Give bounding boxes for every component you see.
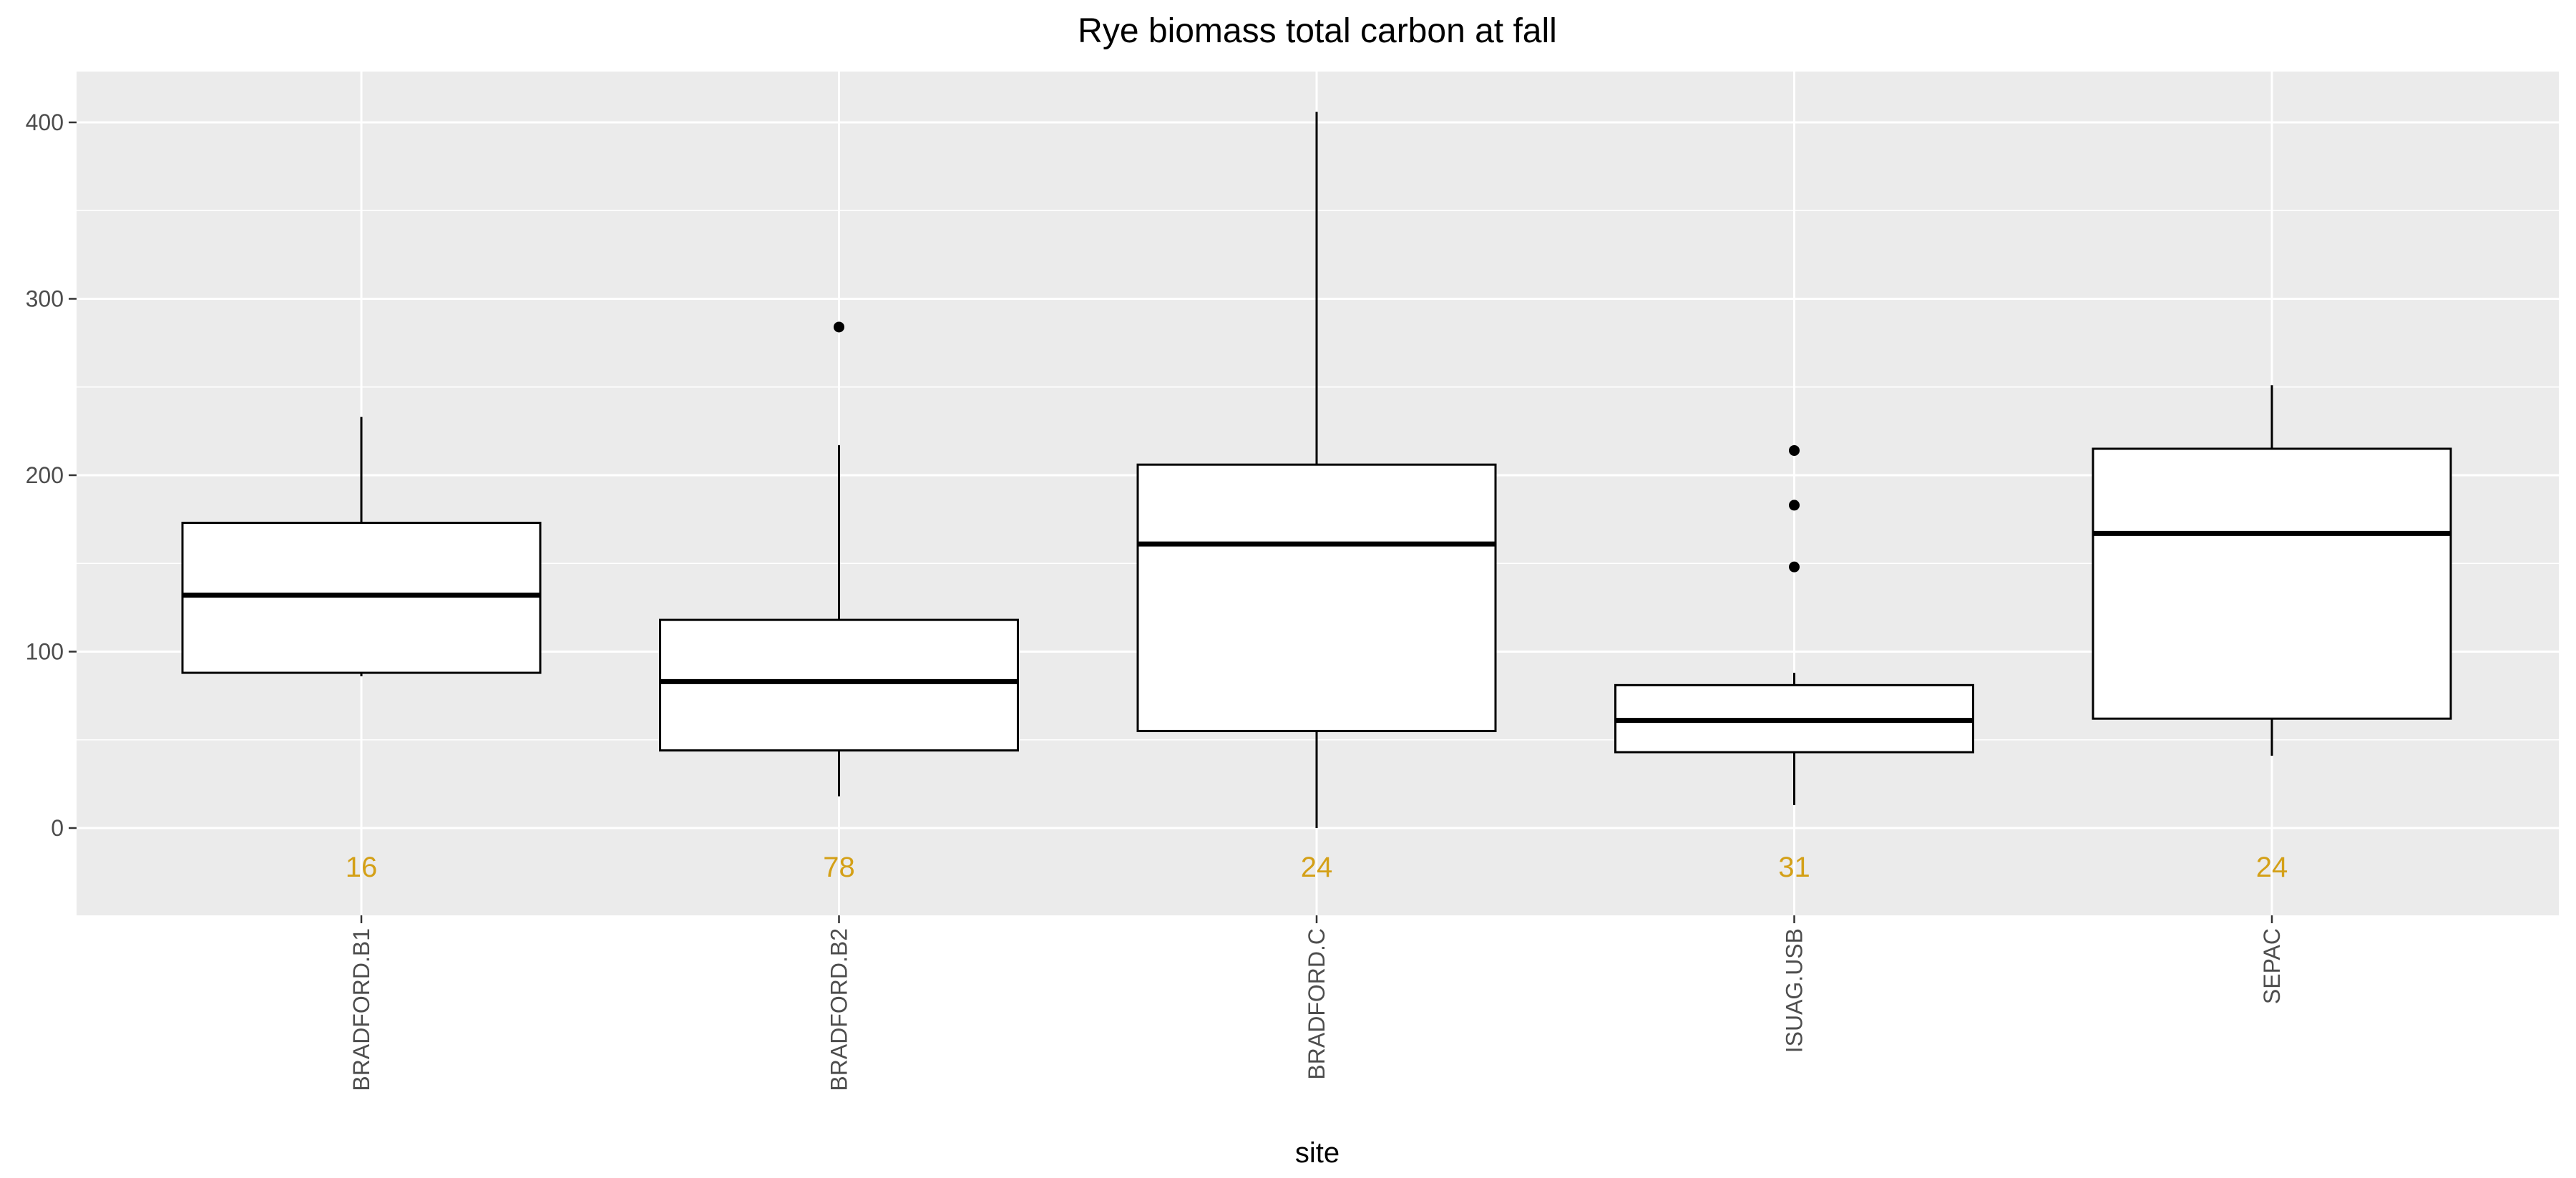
x-tick-label: BRADFORD.B2 [826,928,852,1091]
x-axis-title: site [1295,1137,1340,1169]
x-tick-label: BRADFORD.B1 [348,928,374,1091]
y-tick-label: 400 [26,109,64,135]
outlier-point [1789,561,1800,573]
y-tick-label: 200 [26,462,64,488]
box-iqr [659,618,1019,752]
box-bradford-b2 [659,321,1019,797]
x-axis: BRADFORD.B1 BRADFORD.B2 BRADFORD.C ISUAG.US… [348,915,2285,1091]
count-label: 78 [823,852,855,883]
outlier-point [1789,500,1800,511]
count-label: 24 [2256,852,2288,883]
y-tick-label: 100 [26,639,64,665]
box-iqr [2092,447,2452,720]
count-label: 24 [1301,852,1333,883]
box-isuag-usb [1614,444,1974,805]
y-tick-label: 0 [51,815,64,841]
box-layer [181,112,2452,828]
outlier-point [1789,444,1800,456]
box-bradford-b1 [181,417,542,677]
box-bradford-c [1136,112,1497,828]
outlier-point [834,321,844,333]
y-axis: 0 100 200 300 400 [26,109,77,841]
y-tick-label: 300 [26,286,64,312]
box-sepac [2092,385,2452,756]
box-iqr [181,522,542,674]
count-label: 31 [1778,852,1810,883]
box-iqr [1136,463,1497,732]
count-label: 16 [346,852,378,883]
chart-title: Rye biomass total carbon at fall [1078,12,1557,50]
count-labels: 16 78 24 31 24 [346,852,2288,883]
x-tick-label: SEPAC [2259,928,2285,1004]
x-tick-label: BRADFORD.C [1304,928,1330,1080]
x-tick-label: ISUAG.USB [1782,928,1807,1053]
